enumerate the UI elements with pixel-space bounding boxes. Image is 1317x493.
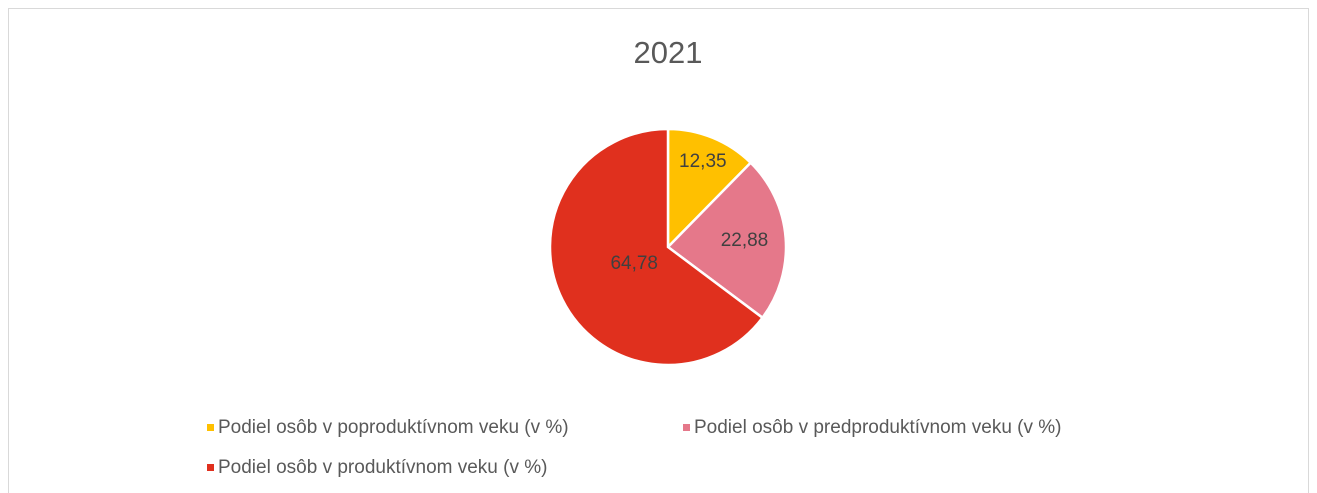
- legend-swatch: [207, 424, 214, 431]
- data-label: 22,88: [721, 230, 769, 251]
- legend-swatch: [683, 424, 690, 431]
- pie-slice: [666, 161, 788, 320]
- legend-label: Podiel osôb v produktívnom veku (v %): [218, 457, 548, 478]
- data-label: 12,35: [679, 151, 727, 172]
- legend-label: Podiel osôb v predproduktívnom veku (v %…: [694, 417, 1062, 438]
- chart-title: 2021: [634, 35, 703, 70]
- pie-slice: [666, 127, 753, 251]
- pie-slice: [548, 127, 765, 367]
- legend-label: Podiel osôb v poproduktívnom veku (v %): [218, 417, 569, 438]
- data-label: 64,78: [610, 253, 658, 274]
- legend-swatch: [207, 464, 214, 471]
